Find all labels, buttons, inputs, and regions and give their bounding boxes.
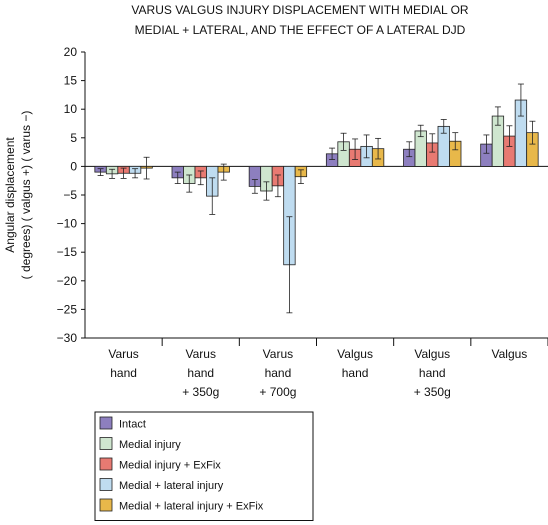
chart-title-line-1: VARUS VALGUS INJURY DISPLACEMENT WITH ME… [131,3,469,17]
legend-box [94,411,314,521]
y-axis-label-line-1: Angular displacement [3,137,17,253]
y-tick-label: −15 [57,245,78,259]
y-tick-label: −5 [63,188,77,202]
x-tick-label: Varus [108,347,138,361]
y-tick-label: −30 [57,331,78,345]
legend-label: Medial injury [119,439,181,451]
legend-label: Medial + lateral injury + ExFix [119,501,264,513]
y-tick-label: 15 [64,74,78,88]
y-tick-label: 20 [64,45,78,59]
legend-swatch [99,498,113,512]
x-tick-label: hand [265,366,292,380]
y-tick-label: 5 [70,131,77,145]
y-tick-label: 0 [70,159,77,173]
x-tick-label: + 350g [414,385,451,399]
x-tick-label: Valgus [492,347,528,361]
chart-title-line-2: MEDIAL + LATERAL, AND THE EFFECT OF A LA… [135,23,466,37]
x-tick-label: Varus [186,347,216,361]
y-tick-label: 10 [64,102,78,116]
x-tick-label: + 700g [259,385,296,399]
y-axis-label-line-2: ( degrees) ( valgus +) ( varus −) [19,111,33,280]
legend-swatch [99,478,113,491]
x-tick-label: Valgus [337,347,373,361]
legend-swatch [99,416,113,430]
y-tick-label: −25 [57,302,78,316]
x-tick-label: Varus [263,347,293,361]
plot-area: 20 15 10 5 0 −5 −10 −15 −20 −25 −30 Varus hand Varus h… [57,45,548,399]
legend-swatch [99,457,113,471]
legend: Intact Medial injury Medial injury + ExFix… [94,411,314,521]
x-tick-label: + 350g [182,385,219,399]
legend-swatch [99,437,113,450]
x-tick-label: hand [187,366,214,380]
legend-label: Medial + lateral injury [119,480,224,492]
x-tick-label: Valgus [414,347,450,361]
x-tick-label: hand [110,366,137,380]
legend-label: Intact [119,419,146,431]
x-tick-label: hand [419,366,446,380]
legend-label: Medial injury + ExFix [119,460,221,472]
x-tick-label: hand [342,366,369,380]
y-tick-label: −10 [57,217,78,231]
y-tick-label: −20 [57,274,78,288]
